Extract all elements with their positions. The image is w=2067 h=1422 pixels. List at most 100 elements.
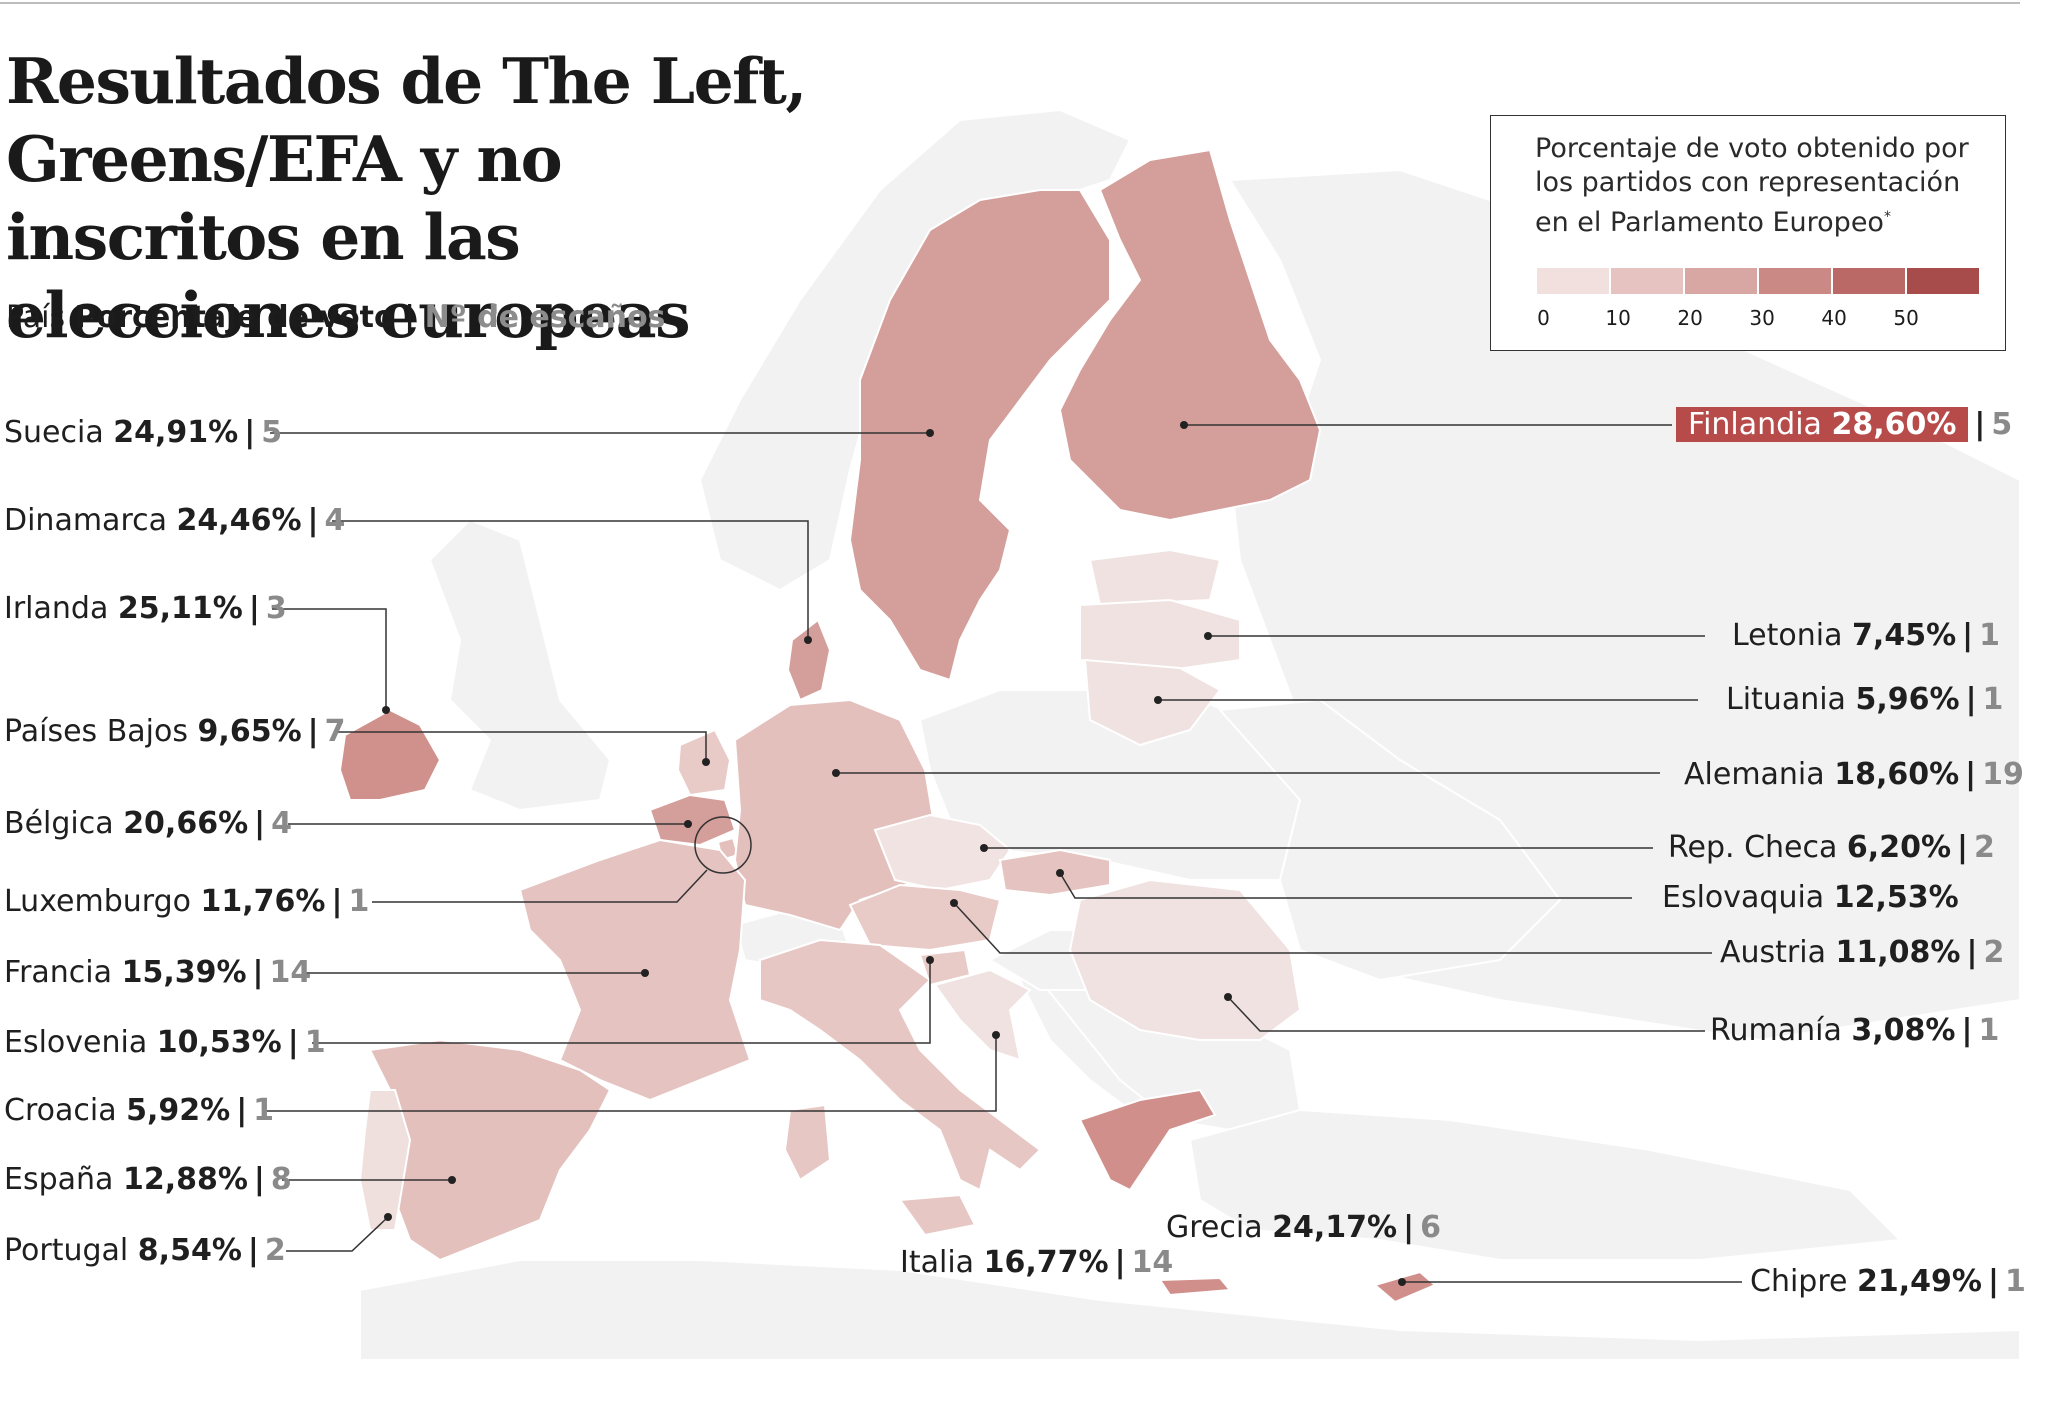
- luxembourg-highlight-circle: [694, 816, 752, 874]
- separator: |: [253, 1162, 265, 1197]
- leader-portugal: [286, 1216, 389, 1252]
- country-seats: 1: [1982, 682, 2004, 717]
- country-seats: 1: [348, 884, 370, 919]
- country-seats: 2: [1983, 935, 2005, 970]
- dot-portugal: [384, 1213, 392, 1221]
- country-seats: 1: [1979, 618, 2000, 653]
- legend-tick: 30: [1749, 306, 1775, 330]
- separator: |: [287, 1025, 299, 1060]
- country-name: Finlandia: [1688, 407, 1822, 442]
- legend: Porcentaje de voto obtenido por los part…: [1490, 115, 2006, 351]
- slovakia-shape: [998, 848, 1111, 897]
- country-name: Dinamarca: [4, 503, 167, 538]
- dot-suecia: [926, 429, 934, 437]
- legend-asterisk: *: [1883, 209, 1891, 225]
- label-croacia: Croacia 5,92% | 1: [4, 1093, 274, 1129]
- country-name: Alemania: [1684, 757, 1825, 792]
- country-seats: 19: [1982, 757, 2024, 792]
- base-land: [359, 108, 2021, 1361]
- cyprus-shape: [1372, 1270, 1437, 1304]
- estonia-shape: [1088, 548, 1222, 607]
- country-name: Suecia: [4, 415, 104, 450]
- separator: |: [1974, 407, 1986, 442]
- dot-rumania: [1224, 993, 1232, 1001]
- leader-dots: [382, 421, 1406, 1286]
- country-name: Rep. Checa: [1668, 830, 1838, 865]
- sardinia-shape: [783, 1103, 832, 1182]
- label-suecia: Suecia 24,91% | 5: [4, 415, 282, 451]
- label-eslovaquia: Eslovaquia 12,53%: [1662, 880, 1959, 916]
- dot-paises-bajos: [702, 758, 710, 766]
- country-name: Eslovenia: [4, 1025, 148, 1060]
- separator: |: [307, 714, 319, 749]
- country-percent: 21,49%: [1857, 1264, 1982, 1299]
- country-name: Eslovaquia: [1662, 880, 1825, 915]
- label-eslovenia: Eslovenia 10,53% | 1: [4, 1025, 326, 1061]
- country-percent: 11,76%: [200, 884, 326, 919]
- separator: |: [236, 1093, 248, 1128]
- top-rule: [0, 2, 2020, 4]
- separator: |: [1403, 1210, 1415, 1245]
- country-name: Portugal: [4, 1233, 129, 1268]
- country-percent: 28,60%: [1831, 407, 1957, 442]
- dot-chipre: [1398, 1278, 1406, 1286]
- label-italia: Italia 16,77% | 14: [900, 1245, 1173, 1281]
- country-percent: 5,96%: [1855, 682, 1960, 717]
- country-seats: 5: [261, 415, 283, 450]
- country-seats: 2: [264, 1233, 286, 1268]
- country-percent: 18,60%: [1834, 757, 1960, 792]
- legend-tick: 50: [1893, 306, 1919, 330]
- label-rumania: Rumanía 3,08% | 1: [1710, 1013, 1999, 1049]
- country-percent: 12,53%: [1833, 880, 1959, 915]
- label-austria: Austria 11,08% | 2: [1720, 935, 2004, 971]
- dot-dinamarca: [804, 636, 812, 644]
- label-lituania: Lituania 5,96% | 1: [1726, 682, 2003, 718]
- belarus-ukraine-shape: [1217, 698, 1562, 982]
- country-name: Letonia: [1732, 618, 1843, 653]
- dot-eslovenia: [926, 956, 934, 964]
- latvia-shape: [1079, 598, 1241, 672]
- separator: |: [307, 503, 319, 538]
- finland-badge: Finlandia 28,60%: [1676, 407, 1969, 442]
- label-alemania: Alemania 18,60% | 19: [1684, 757, 2024, 793]
- leader-austria: [953, 902, 1712, 954]
- country-percent: 24,17%: [1272, 1210, 1398, 1245]
- country-percent: 24,91%: [113, 415, 239, 450]
- country-seats: 6: [1420, 1210, 1441, 1245]
- country-name: Luxemburgo: [4, 884, 191, 919]
- denmark-shape: [786, 618, 832, 702]
- separator: |: [252, 955, 264, 990]
- country-seats: 8: [270, 1162, 292, 1197]
- country-seats: 1: [2004, 1264, 2026, 1299]
- legend-tick: 40: [1821, 306, 1847, 330]
- subtitle-country: País: [6, 300, 66, 335]
- label-belgica: Bélgica 20,66% | 4: [4, 806, 292, 842]
- country-percent: 7,45%: [1852, 618, 1957, 653]
- italy-shape: [759, 938, 1042, 1192]
- subtitle-key: País Porcentaje de voto | Nº de escaños: [6, 300, 665, 335]
- sicily-shape: [898, 1193, 977, 1237]
- legend-ticks: 0 10 20 30 40 50: [1531, 306, 1971, 330]
- separator: |: [244, 415, 256, 450]
- greece-shape: [1078, 1088, 1217, 1192]
- country-name: Lituania: [1726, 682, 1846, 717]
- label-dinamarca: Dinamarca 24,46% | 4: [4, 503, 345, 539]
- label-portugal: Portugal 8,54% | 2: [4, 1233, 286, 1269]
- separator: |: [1957, 830, 1968, 865]
- legend-color-scale: [1537, 268, 1981, 294]
- dot-irlanda: [382, 706, 390, 714]
- separator: |: [1965, 757, 1977, 792]
- france-shape: [518, 838, 752, 1102]
- country-name: Países Bajos: [4, 714, 188, 749]
- leader-paises-bajos: [338, 731, 707, 762]
- separator: |: [1987, 1264, 1999, 1299]
- leader-dinamarca: [332, 520, 809, 640]
- country-seats: 2: [1973, 830, 1995, 865]
- legend-swatch: [1759, 268, 1831, 294]
- belgium-shape: [648, 793, 737, 847]
- separator: |: [254, 806, 266, 841]
- country-percent: 24,46%: [176, 503, 302, 538]
- legend-tick: 20: [1677, 306, 1703, 330]
- country-name: España: [4, 1162, 114, 1197]
